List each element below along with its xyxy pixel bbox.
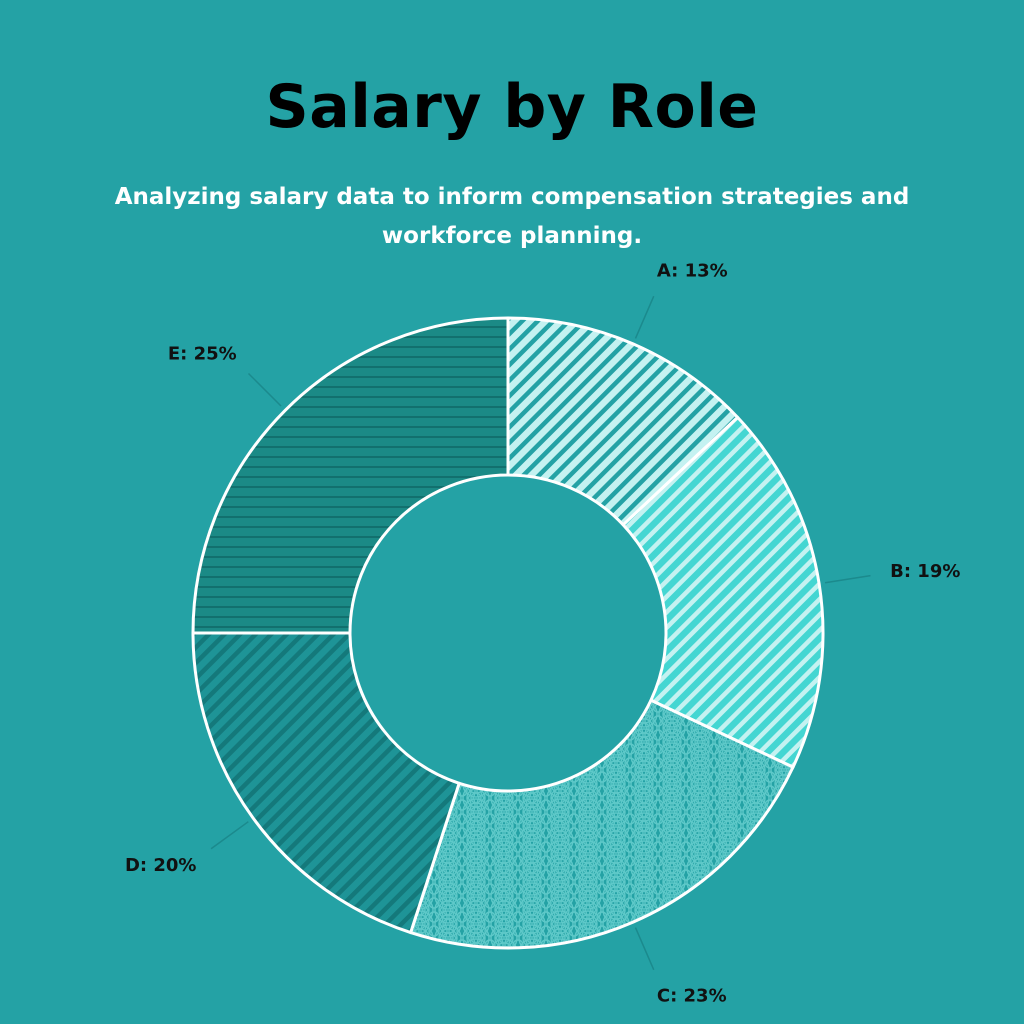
leader-line-a [634, 295, 655, 339]
chart-leader-lines [210, 295, 871, 971]
slice-a [506, 316, 740, 527]
slice-b [621, 415, 825, 769]
slice-label-e: E: 25% [168, 344, 237, 365]
slice-c [409, 698, 795, 950]
slice-e [191, 316, 510, 635]
slice-label-d: D: 20% [125, 855, 197, 876]
chart-subtitle: Analyzing salary data to inform compensa… [114, 184, 910, 249]
chart-title: Salary by Role [265, 72, 759, 142]
leader-line-c [634, 927, 655, 971]
slice-label-c: C: 23% [657, 986, 727, 1007]
leader-line-e [247, 372, 282, 407]
chart-slices [191, 316, 825, 950]
leader-line-d [210, 821, 249, 850]
slice-d [191, 631, 461, 935]
slice-label-a: A: 13% [657, 260, 728, 281]
slice-label-b: B: 19% [890, 561, 960, 582]
chart-labels: A: 13% B: 19% C: 23% D: 20% E: 25% [125, 260, 960, 1006]
leader-line-b [824, 574, 871, 584]
